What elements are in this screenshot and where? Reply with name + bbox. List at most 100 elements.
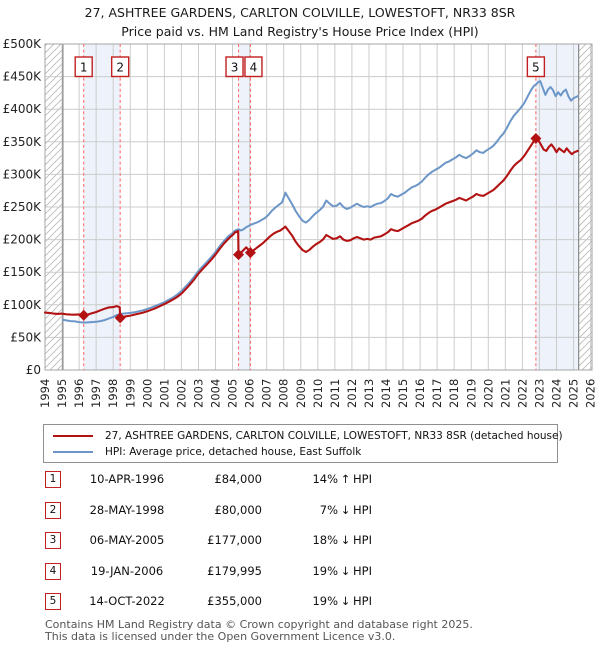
chart-legend: 27, ASHTREE GARDENS, CARLTON COLVILLE, L… bbox=[43, 424, 563, 463]
sale-marker-flag: 2 bbox=[110, 56, 130, 78]
y-axis-tick-label: £150K bbox=[3, 265, 43, 279]
x-axis-tick-label: 2001 bbox=[157, 379, 171, 408]
arrow-down-icon: ↓ bbox=[340, 533, 351, 547]
svg-text:2: 2 bbox=[116, 61, 124, 75]
transaction-date: 14-OCT-2022 bbox=[89, 594, 165, 608]
sale-point-diamond bbox=[244, 247, 256, 259]
svg-text:4: 4 bbox=[250, 61, 258, 75]
x-axis-tick-label: 2025 bbox=[567, 379, 581, 408]
sale-point-diamond bbox=[78, 309, 90, 321]
hpi-delta-percent: 18% bbox=[312, 533, 338, 547]
x-axis-tick-label: 2002 bbox=[174, 379, 188, 408]
arrow-down-icon: ↓ bbox=[340, 594, 351, 608]
legend-label-price-paid: 27, ASHTREE GARDENS, CARLTON COLVILLE, L… bbox=[105, 429, 563, 442]
sale-point-diamond bbox=[233, 249, 245, 261]
x-axis-tick-label: 2026 bbox=[584, 379, 598, 408]
x-axis-tick-label: 1995 bbox=[55, 379, 69, 408]
x-axis-tick-label: 2007 bbox=[260, 379, 274, 408]
svg-text:1: 1 bbox=[80, 61, 88, 75]
legend-entry-price-paid: 27, ASHTREE GARDENS, CARLTON COLVILLE, L… bbox=[53, 428, 563, 443]
transaction-number-badge: 1 bbox=[45, 471, 61, 488]
y-axis-tick-label: £500K bbox=[3, 37, 43, 51]
sale-marker-flag: 4 bbox=[244, 56, 263, 78]
x-axis-tick-label: 2018 bbox=[447, 379, 461, 408]
x-axis-tick-label: 2008 bbox=[277, 379, 291, 408]
footer-copyright: Contains HM Land Registry data © Crown c… bbox=[45, 618, 473, 631]
transaction-date: 19-JAN-2006 bbox=[90, 563, 164, 578]
svg-text:5: 5 bbox=[532, 61, 540, 75]
sale-point-diamond bbox=[114, 312, 126, 324]
hpi-delta-reference: HPI bbox=[353, 502, 372, 517]
footer-licence: This data is licensed under the Open Gov… bbox=[45, 630, 396, 643]
grid-lines bbox=[44, 43, 592, 371]
arrow-up-icon: ↑ bbox=[340, 472, 351, 486]
y-axis-tick-label: £350K bbox=[3, 135, 43, 149]
price-history-chart: 1 2 3 4 5 £0 £50K £100K £150K £200K £250K £300K £350… bbox=[3, 37, 598, 408]
x-axis-tick-label: 2023 bbox=[532, 379, 546, 408]
price-paid-line bbox=[43, 137, 579, 319]
x-axis-tick-label: 2017 bbox=[430, 379, 444, 408]
x-axis-tick-label: 2009 bbox=[294, 379, 308, 408]
transaction-number-badge: 5 bbox=[45, 593, 61, 610]
sale-point-diamond bbox=[530, 133, 542, 145]
transaction-row: 3 06-MAY-2005 £177,000 18% ↓ HPI bbox=[0, 532, 600, 551]
transaction-price: £84,000 bbox=[214, 472, 262, 486]
hpi-delta-reference: HPI bbox=[353, 533, 372, 547]
x-axis-tick-label: 1998 bbox=[106, 379, 120, 408]
sale-marker-flag: 3 bbox=[225, 56, 244, 78]
hpi-line bbox=[61, 80, 579, 324]
transaction-number-badge: 4 bbox=[45, 562, 61, 580]
x-axis-tick-label: 2022 bbox=[515, 379, 529, 408]
transaction-row: 1 10-APR-1996 £84,000 14% ↑ HPI bbox=[0, 471, 600, 490]
transaction-hpi-delta: 19% ↓ HPI bbox=[300, 593, 410, 610]
x-axis-tick-label: 2003 bbox=[191, 379, 205, 408]
x-axis-tick-label: 2020 bbox=[481, 379, 495, 408]
svg-text:3: 3 bbox=[231, 61, 239, 75]
price-paid-line-swatch bbox=[53, 434, 93, 437]
x-axis-tick-label: 1996 bbox=[72, 379, 86, 408]
transaction-number-badge: 2 bbox=[45, 501, 61, 519]
arrow-down-icon: ↓ bbox=[340, 563, 351, 578]
transaction-hpi-delta: 19% ↓ HPI bbox=[300, 563, 410, 580]
x-axis-tick-label: 2006 bbox=[243, 379, 257, 408]
transaction-date: 06-MAY-2005 bbox=[89, 533, 165, 547]
transaction-row: 5 14-OCT-2022 £355,000 19% ↓ HPI bbox=[0, 593, 600, 612]
y-axis-tick-label: £450K bbox=[3, 70, 43, 84]
transaction-hpi-delta: 7% ↓ HPI bbox=[300, 502, 410, 519]
x-axis-tick-label: 2019 bbox=[464, 379, 478, 408]
y-axis-tick-label: £300K bbox=[3, 167, 43, 181]
transaction-row: 2 28-MAY-1998 £80,000 7% ↓ HPI bbox=[0, 501, 600, 521]
x-axis-tick-label: 1999 bbox=[123, 379, 137, 408]
y-axis-tick-label: £100K bbox=[3, 298, 43, 312]
hpi-delta-percent: 14% bbox=[312, 472, 338, 486]
hpi-delta-percent: 19% bbox=[312, 563, 338, 578]
x-axis-tick-label: 2004 bbox=[209, 379, 223, 408]
x-axis-tick-label: 2010 bbox=[311, 379, 325, 408]
transaction-hpi-delta: 18% ↓ HPI bbox=[300, 532, 410, 549]
transaction-hpi-delta: 14% ↑ HPI bbox=[300, 471, 410, 488]
transaction-number-badge: 3 bbox=[45, 532, 61, 549]
transaction-date: 10-APR-1996 bbox=[89, 472, 165, 486]
page-subtitle: Price paid vs. HM Land Registry's House … bbox=[121, 24, 479, 39]
x-axis-tick-label: 2021 bbox=[498, 379, 512, 408]
transaction-row: 4 19-JAN-2006 £179,995 19% ↓ HPI bbox=[0, 562, 600, 582]
transaction-price: £179,995 bbox=[207, 563, 262, 578]
x-axis-tick-label: 2024 bbox=[550, 379, 564, 408]
transaction-price: £177,000 bbox=[207, 533, 262, 547]
hpi-delta-reference: HPI bbox=[353, 594, 372, 608]
y-axis-tick-label: £250K bbox=[3, 200, 43, 214]
legend-label-hpi: HPI: Average price, detached house, East… bbox=[105, 445, 362, 458]
x-axis-tick-label: 1997 bbox=[89, 379, 103, 408]
y-axis-tick-label: £50K bbox=[10, 330, 42, 344]
plot-border bbox=[44, 43, 593, 371]
x-axis-tick-label: 2014 bbox=[379, 379, 393, 408]
x-axis-tick-label: 2000 bbox=[140, 379, 154, 408]
y-axis-tick-label: £400K bbox=[3, 102, 43, 116]
transaction-price: £355,000 bbox=[207, 594, 262, 608]
x-axis-tick-label: 2015 bbox=[396, 379, 410, 408]
page-title: 27, ASHTREE GARDENS, CARLTON COLVILLE, L… bbox=[84, 5, 516, 20]
x-axis-tick-label: 2012 bbox=[345, 379, 359, 408]
x-axis-tick-label: 2013 bbox=[362, 379, 376, 408]
x-axis-tick-label: 2011 bbox=[328, 379, 342, 408]
